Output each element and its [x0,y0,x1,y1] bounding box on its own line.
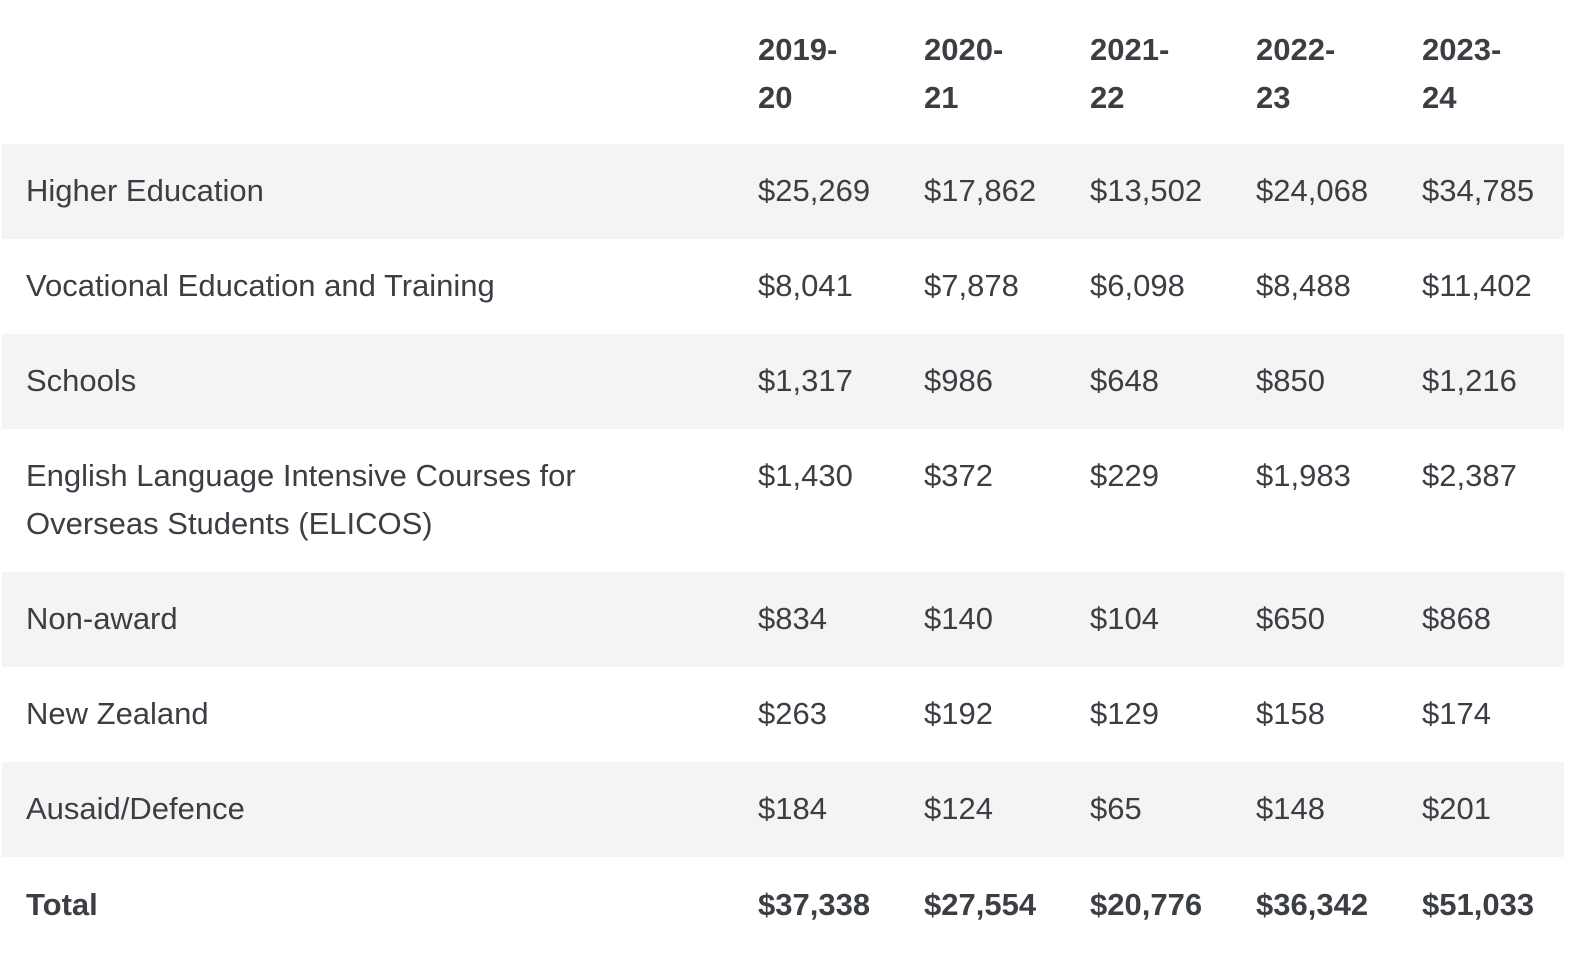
header-year-line2: 20 [758,80,793,115]
table-cell: $192 [924,696,993,731]
table-cell: $850 [1256,363,1325,398]
header-year-line1: 2021- [1090,32,1170,67]
total-cell: $20,776 [1090,887,1203,922]
table-cell: $11,402 [1422,268,1532,303]
table-cell: $372 [924,458,993,493]
table-cell: $201 [1422,791,1491,826]
table-cell: $868 [1422,601,1491,636]
table-cell: $158 [1256,696,1325,731]
total-cell: $51,033 [1422,887,1535,922]
table-cell: $7,878 [924,268,1019,303]
header-year-line2: 21 [924,80,959,115]
table-cell: $13,502 [1090,173,1203,208]
header-year-2019-20: 2019- 20 [734,0,900,144]
total-row: Total $37,338 $27,554 $20,776 $36,342 $5… [2,857,1564,953]
table-cell: $104 [1090,601,1159,636]
row-label: English Language Intensive Courses for O… [26,458,576,541]
row-label: Higher Education [26,173,264,208]
table-cell: $1,430 [758,458,853,493]
total-cell: $27,554 [924,887,1037,922]
table-cell: $24,068 [1256,173,1369,208]
header-year-line1: 2020- [924,32,1004,67]
table-row: English Language Intensive Courses for O… [2,429,1564,572]
table-cell: $25,269 [758,173,871,208]
header-year-2021-22: 2021- 22 [1066,0,1232,144]
header-empty-cell [2,0,734,144]
table-cell: $1,317 [758,363,853,398]
header-year-line2: 24 [1422,80,1457,115]
table-cell: $1,216 [1422,363,1517,398]
table-cell: $834 [758,601,827,636]
table-cell: $8,041 [758,268,853,303]
table-cell: $648 [1090,363,1159,398]
row-label: New Zealand [26,696,209,731]
total-cell: $37,338 [758,887,871,922]
table-cell: $2,387 [1422,458,1517,493]
data-table-container: 2019- 20 2020- 21 2021- 22 2022- 23 2023… [2,0,1564,953]
table-cell: $34,785 [1422,173,1535,208]
table-cell: $8,488 [1256,268,1351,303]
table-cell: $148 [1256,791,1325,826]
table-cell: $986 [924,363,993,398]
table-cell: $6,098 [1090,268,1185,303]
header-year-2022-23: 2022- 23 [1232,0,1398,144]
table-row: Non-award $834 $140 $104 $650 $868 [2,572,1564,667]
table-cell: $1,983 [1256,458,1351,493]
table-row: Ausaid/Defence $184 $124 $65 $148 $201 [2,762,1564,857]
table-cell: $124 [924,791,993,826]
table-cell: $174 [1422,696,1491,731]
funding-table: 2019- 20 2020- 21 2021- 22 2022- 23 2023… [2,0,1564,953]
total-label: Total [26,887,98,922]
header-year-line1: 2019- [758,32,838,67]
table-cell: $17,862 [924,173,1037,208]
row-label: Vocational Education and Training [26,268,495,303]
table-cell: $229 [1090,458,1159,493]
row-label: Schools [26,363,137,398]
header-year-line2: 23 [1256,80,1291,115]
header-year-line1: 2023- [1422,32,1502,67]
header-year-line2: 22 [1090,80,1125,115]
table-cell: $184 [758,791,827,826]
header-row: 2019- 20 2020- 21 2021- 22 2022- 23 2023… [2,0,1564,144]
table-cell: $129 [1090,696,1159,731]
table-cell: $263 [758,696,827,731]
header-year-line1: 2022- [1256,32,1336,67]
table-cell: $140 [924,601,993,636]
table-cell: $65 [1090,791,1142,826]
header-year-2023-24: 2023- 24 [1398,0,1564,144]
table-row: New Zealand $263 $192 $129 $158 $174 [2,667,1564,762]
table-row: Schools $1,317 $986 $648 $850 $1,216 [2,334,1564,429]
table-row: Vocational Education and Training $8,041… [2,239,1564,334]
total-cell: $36,342 [1256,887,1369,922]
header-year-2020-21: 2020- 21 [900,0,1066,144]
table-row: Higher Education $25,269 $17,862 $13,502… [2,144,1564,239]
row-label: Ausaid/Defence [26,791,245,826]
row-label: Non-award [26,601,178,636]
table-cell: $650 [1256,601,1325,636]
